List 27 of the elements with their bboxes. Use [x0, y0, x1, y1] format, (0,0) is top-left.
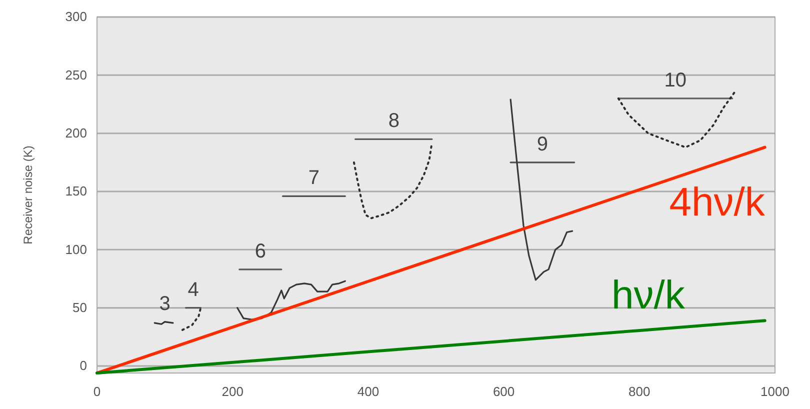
line-series	[236, 280, 346, 320]
y-tick-label: 0	[80, 358, 87, 374]
y-tick-label: 150	[65, 184, 87, 199]
annotation: 3	[159, 292, 170, 315]
x-tick-label: 0	[93, 384, 101, 400]
y-tick-label: 100	[65, 242, 87, 257]
annotation: 9	[536, 133, 548, 156]
annotation: 6	[254, 240, 266, 262]
annotation: 4	[188, 278, 199, 301]
y-tick-label: 250	[65, 67, 87, 82]
x-tick-label: 1000	[760, 384, 790, 400]
x-tick-label: 400	[357, 384, 380, 400]
x-tick-label: 200	[222, 384, 244, 400]
series-label: 4hν/k	[669, 180, 766, 224]
x-tick-label: 800	[628, 384, 650, 400]
y-tick-label: 300	[65, 9, 87, 24]
line-series	[617, 92, 736, 148]
y-tick-label: 200	[65, 126, 87, 140]
line-series	[181, 306, 202, 331]
x-tick-label: 600	[492, 384, 515, 400]
annotation: 10	[664, 69, 686, 92]
annotation: 8	[388, 110, 400, 132]
y-axis-title: Receiver noise (K)	[21, 146, 35, 244]
series-label: hν/k	[611, 274, 686, 318]
annotation: 7	[308, 167, 320, 190]
line-series	[510, 98, 574, 281]
y-tick-label: 50	[72, 300, 87, 316]
